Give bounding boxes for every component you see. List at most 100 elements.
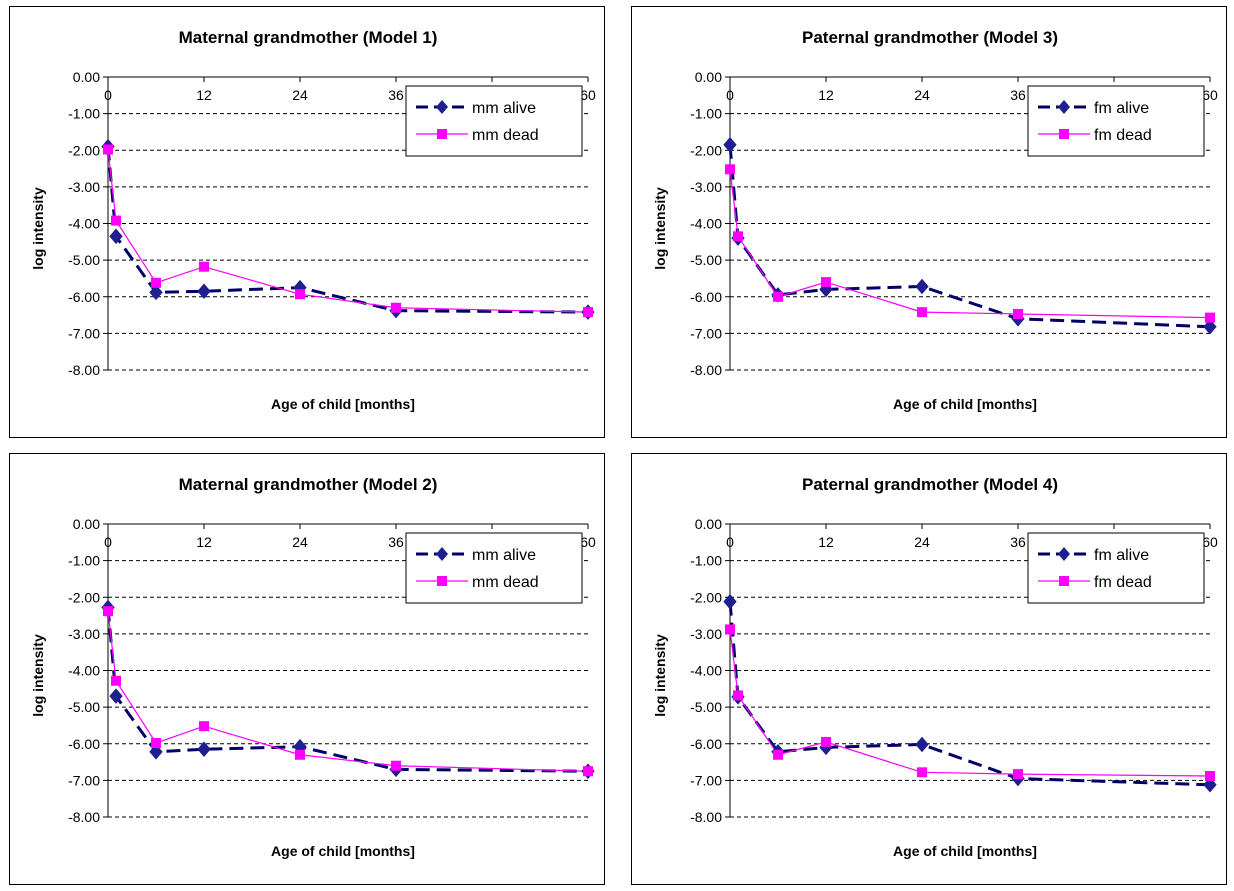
legend-marker-square [1059,129,1069,139]
data-point-dead [583,307,593,318]
y-tick-label: -5.00 [68,252,100,268]
x-tick-label: 60 [1202,534,1218,550]
data-point-alive [1203,777,1217,793]
data-point-dead [773,749,783,760]
legend-label: fm alive [1094,547,1149,564]
legend-box [405,532,583,604]
x-tick-label: 0 [104,534,112,550]
y-tick-label: -5.00 [690,699,722,715]
y-tick-label: -4.00 [690,663,722,679]
data-point-dead [391,302,401,313]
x-tick-label: 0 [726,534,734,550]
y-tick-label: -8.00 [690,362,722,378]
y-tick-label: -7.00 [690,772,722,788]
series-line-alive [106,607,589,773]
y-tick-label: -3.00 [690,626,722,642]
x-tick-label: 60 [580,87,596,103]
y-tick-label: 0.00 [695,69,722,85]
data-point-dead [295,289,305,300]
legend-marker-square [437,129,447,139]
chart-svg: Maternal grandmother (Model 2) 0.00 -1.00 -… [30,475,596,859]
x-axis-label: Age of child [months] [271,843,415,859]
x-tick-label: 0 [726,87,734,103]
data-point-dead [725,624,735,635]
legend-label: mm dead [472,574,539,591]
data-point-alive [915,278,929,295]
data-point-dead [111,675,121,686]
data-point-dead [103,606,113,617]
data-point-dead [1013,308,1023,319]
series-line-dead [107,149,589,313]
legend: mm alive mm dead [405,532,583,604]
data-point-dead [295,749,305,760]
y-axis-label: log intensity [652,187,668,270]
y-tick-label: -6.00 [68,736,100,752]
y-tick-label: -3.00 [68,626,100,642]
legend-marker-diamond [436,100,448,114]
legend-label: mm dead [472,127,539,144]
y-tick-label: -7.00 [690,325,722,341]
data-point-dead [821,277,831,288]
x-tick-label: 12 [196,534,212,550]
data-point-dead [917,767,927,778]
legend: mm alive mm dead [405,85,583,157]
data-point-alive [197,283,211,300]
data-point-dead [1013,769,1023,780]
data-point-dead [733,231,743,242]
y-tick-label: -6.00 [68,289,100,305]
legend: fm alive fm dead [1027,532,1205,604]
y-axis-label: log intensity [652,634,668,717]
y-axis-label: log intensity [30,634,46,717]
chart-svg: Paternal grandmother (Model 4) 0.00 -1.00 -… [652,475,1218,859]
y-tick-label: -2.00 [690,142,722,158]
data-point-dead [773,291,783,302]
data-point-dead [151,738,161,749]
data-point-alive [149,284,163,301]
y-tick-label: -4.00 [68,663,100,679]
y-tick-label: -1.00 [68,553,100,569]
y-tick-label: -3.00 [68,179,100,195]
legend-marker-diamond [1058,547,1070,561]
legend-marker-square [437,576,447,586]
data-point-alive [197,741,211,758]
chart-panel-3: Maternal grandmother (Model 2) 0.00 -1.00 -… [9,453,605,885]
x-tick-label: 12 [818,534,834,550]
y-tick-label: -1.00 [690,106,722,122]
legend-label: fm dead [1094,127,1152,144]
y-tick-label: -4.00 [68,216,100,232]
x-tick-label: 36 [1010,87,1026,103]
x-tick-label: 60 [1202,87,1218,103]
data-point-alive [109,688,123,704]
x-tick-label: 24 [914,534,930,550]
series-line-alive [106,146,589,314]
data-point-alive [915,736,929,753]
x-tick-label: 60 [580,534,596,550]
data-point-dead [583,766,593,777]
series-line-dead [729,169,1211,319]
x-axis-label: Age of child [months] [893,843,1037,859]
y-tick-label: -2.00 [690,589,722,605]
y-tick-label: -6.00 [690,736,722,752]
data-point-dead [391,760,401,771]
legend: fm alive fm dead [1027,85,1205,157]
x-tick-label: 0 [104,87,112,103]
legend-box [405,85,583,157]
legend-label: fm dead [1094,574,1152,591]
y-tick-label: -8.00 [68,809,100,825]
chart-panel-2: Paternal grandmother (Model 3) 0.00 -1.00 -… [631,6,1227,438]
data-point-dead [1205,312,1215,323]
data-point-dead [199,261,209,272]
legend-box [1027,85,1205,157]
data-point-dead [821,736,831,747]
data-point-dead [917,307,927,318]
series-line-dead [729,629,1211,777]
y-tick-label: -7.00 [68,325,100,341]
y-tick-label: 0.00 [695,516,722,532]
chart-title: Paternal grandmother (Model 3) [802,28,1058,47]
y-tick-label: -2.00 [68,142,100,158]
y-tick-label: -5.00 [68,699,100,715]
y-tick-label: -1.00 [68,106,100,122]
data-point-dead [725,164,735,175]
chart-panel-4: Paternal grandmother (Model 4) 0.00 -1.00 -… [631,453,1227,885]
chart-title: Paternal grandmother (Model 4) [802,475,1058,494]
